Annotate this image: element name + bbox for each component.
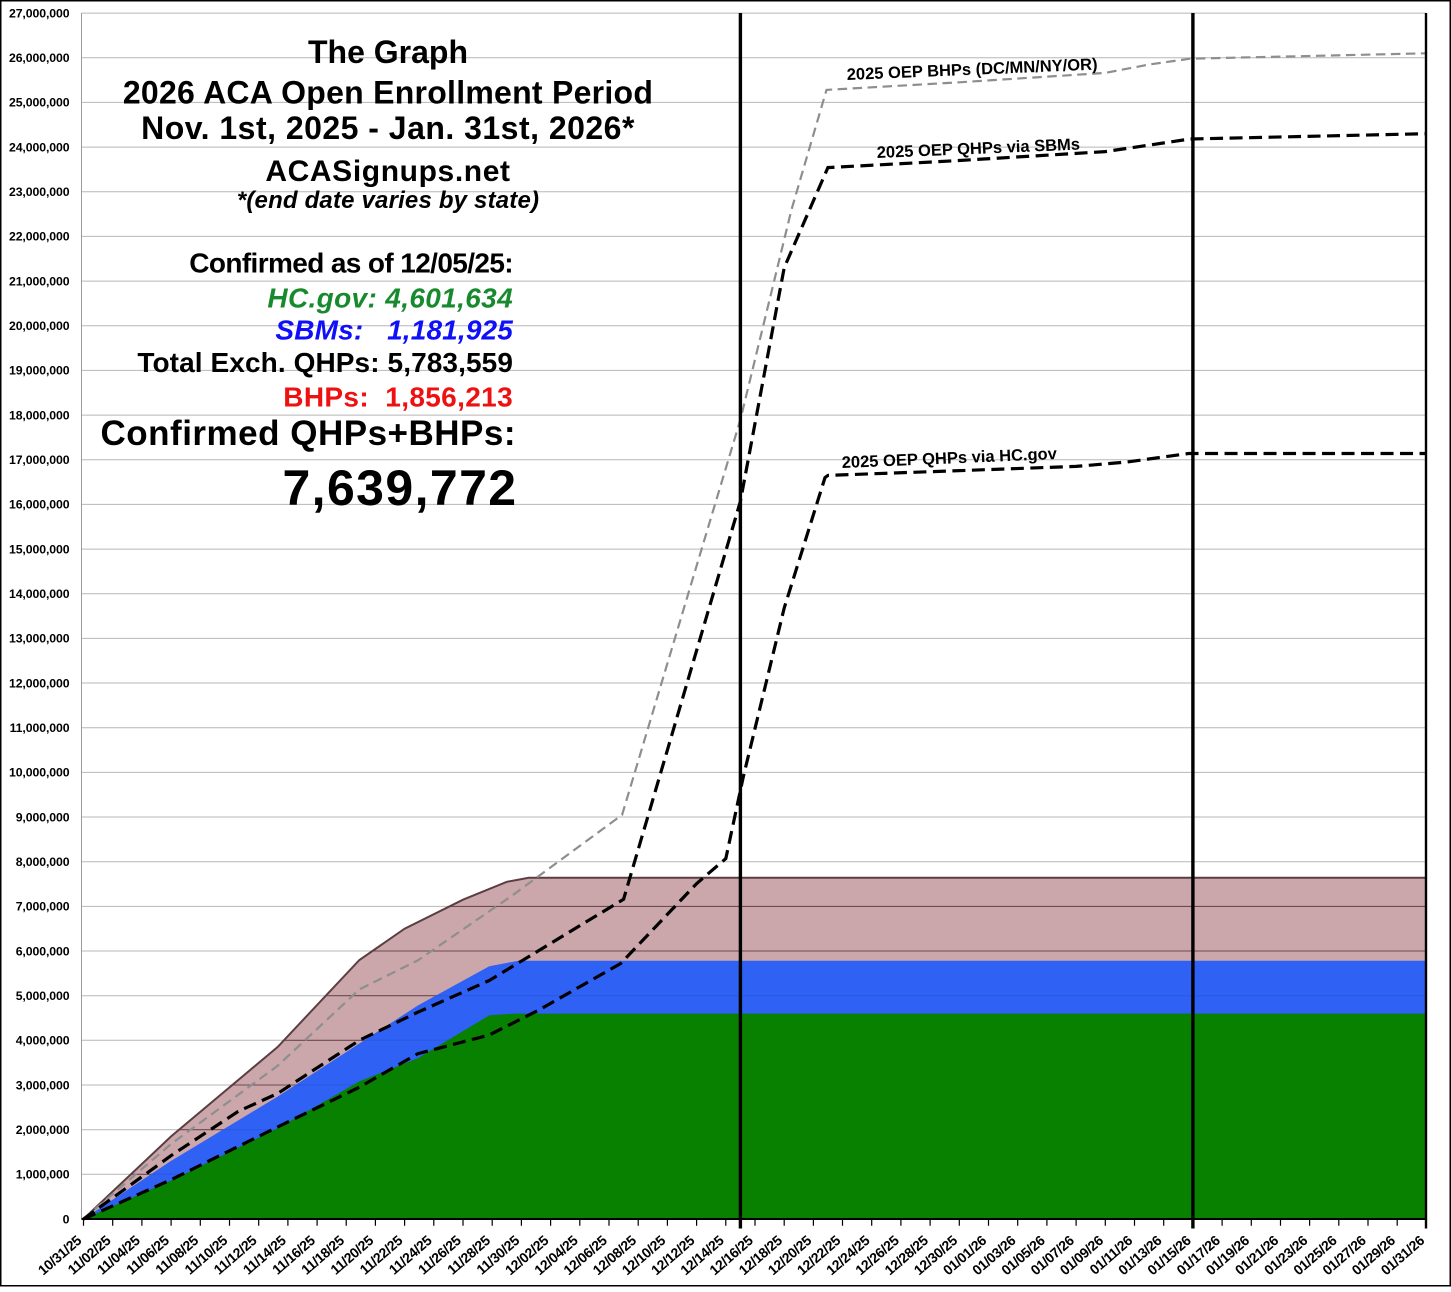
svg-text:24,000,000: 24,000,000	[9, 140, 70, 154]
svg-text:26,000,000: 26,000,000	[9, 51, 70, 65]
svg-text:Total Exch. QHPs: 5,783,559: Total Exch. QHPs: 5,783,559	[137, 347, 513, 378]
svg-text:23,000,000: 23,000,000	[9, 185, 70, 199]
svg-text:Confirmed as of 12/05/25:: Confirmed as of 12/05/25:	[189, 248, 513, 279]
svg-text:BHPs: 1,856,213: BHPs: 1,856,213	[283, 381, 513, 412]
svg-text:7,639,772: 7,639,772	[282, 460, 517, 516]
svg-text:8,000,000: 8,000,000	[16, 855, 70, 869]
svg-text:5,000,000: 5,000,000	[16, 989, 70, 1003]
svg-text:*(end date varies by state): *(end date varies by state)	[237, 187, 539, 214]
svg-text:16,000,000: 16,000,000	[9, 498, 70, 512]
svg-text:Nov. 1st, 2025 - Jan. 31st, 20: Nov. 1st, 2025 - Jan. 31st, 2026*	[141, 110, 635, 146]
svg-text:19,000,000: 19,000,000	[9, 364, 70, 378]
svg-text:12,000,000: 12,000,000	[9, 676, 70, 690]
svg-text:13,000,000: 13,000,000	[9, 632, 70, 646]
svg-text:21,000,000: 21,000,000	[9, 274, 70, 288]
svg-text:25,000,000: 25,000,000	[9, 96, 70, 110]
svg-text:11,000,000: 11,000,000	[10, 721, 70, 735]
svg-text:7,000,000: 7,000,000	[16, 900, 70, 914]
svg-text:10,000,000: 10,000,000	[9, 766, 70, 780]
svg-text:SBMs: 1,181,925: SBMs: 1,181,925	[275, 314, 513, 345]
svg-text:15,000,000: 15,000,000	[9, 542, 70, 556]
svg-text:ACASignups.net: ACASignups.net	[265, 155, 510, 188]
svg-text:2026 ACA Open Enrollment Perio: 2026 ACA Open Enrollment Period	[123, 75, 653, 111]
svg-text:27,000,000: 27,000,000	[9, 6, 70, 20]
svg-text:Confirmed QHPs+BHPs:: Confirmed QHPs+BHPs:	[101, 414, 517, 453]
svg-text:4,000,000: 4,000,000	[16, 1034, 70, 1048]
svg-text:18,000,000: 18,000,000	[9, 408, 70, 422]
svg-text:22,000,000: 22,000,000	[9, 230, 70, 244]
svg-text:20,000,000: 20,000,000	[9, 319, 70, 333]
svg-text:17,000,000: 17,000,000	[9, 453, 70, 467]
svg-text:2,000,000: 2,000,000	[16, 1123, 70, 1137]
svg-text:6,000,000: 6,000,000	[16, 944, 70, 958]
svg-text:The Graph: The Graph	[308, 34, 468, 70]
svg-text:1,000,000: 1,000,000	[16, 1168, 70, 1182]
svg-text:3,000,000: 3,000,000	[16, 1078, 70, 1092]
svg-text:HC.gov: 4,601,634: HC.gov: 4,601,634	[267, 283, 513, 314]
svg-text:9,000,000: 9,000,000	[16, 810, 70, 824]
svg-text:0: 0	[63, 1212, 70, 1226]
svg-text:14,000,000: 14,000,000	[9, 587, 70, 601]
